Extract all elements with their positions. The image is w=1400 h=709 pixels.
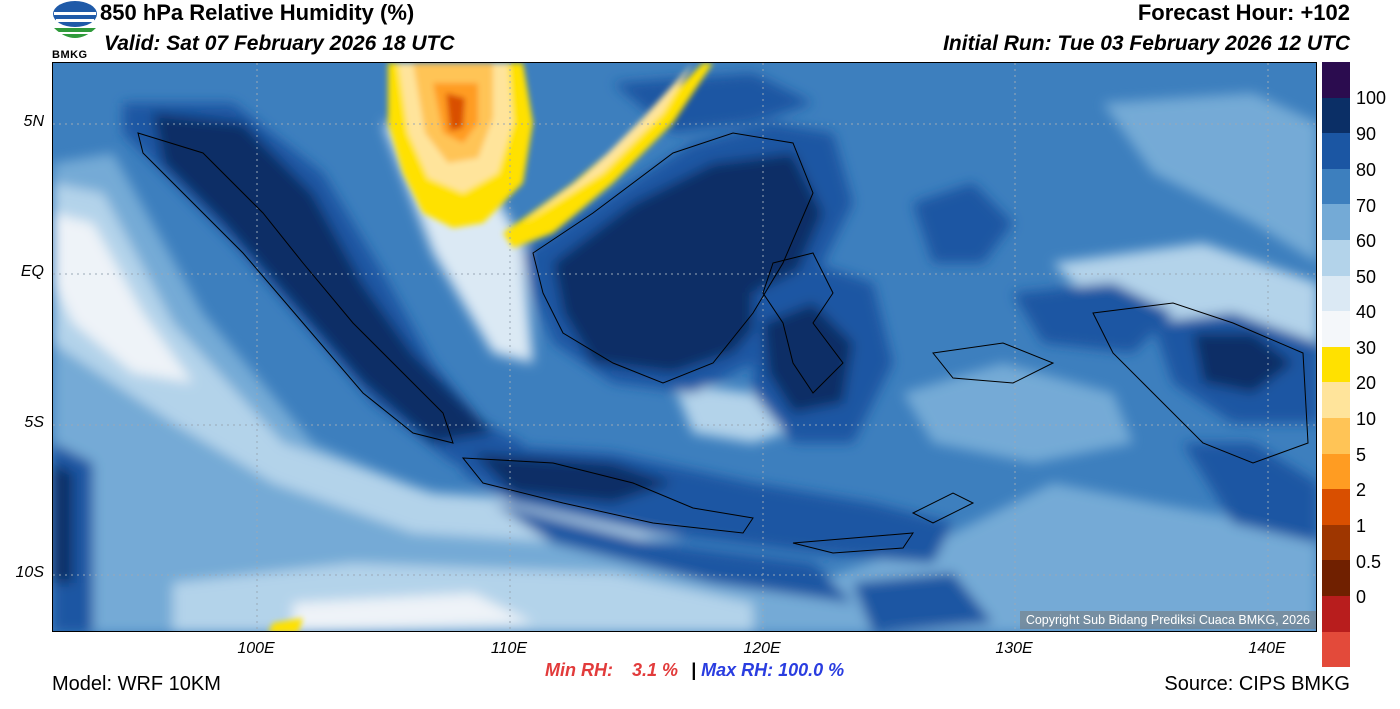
colorbar-segment bbox=[1322, 453, 1350, 490]
initial-run: Initial Run: Tue 03 February 2026 12 UTC bbox=[943, 32, 1350, 55]
colorbar-segment bbox=[1322, 346, 1350, 383]
max-rh-value: 100.0 % bbox=[778, 660, 845, 680]
colorbar-segment bbox=[1322, 97, 1350, 134]
colorbar-segment bbox=[1322, 524, 1350, 561]
lon-label-130e: 130E bbox=[995, 640, 1033, 657]
colorbar-segment bbox=[1322, 560, 1350, 596]
lat-label-10s: 10S bbox=[15, 564, 44, 581]
colorbar-segment bbox=[1322, 595, 1350, 632]
lon-label-140e: 140E bbox=[1248, 640, 1286, 657]
min-rh-value: 3.1 % bbox=[632, 660, 679, 680]
copyright-notice: Copyright Sub Bidang Prediksi Cuaca BMKG… bbox=[1019, 611, 1316, 629]
colorbar-label: 1 bbox=[1356, 516, 1367, 536]
colorbar-segment bbox=[1322, 311, 1350, 347]
colorbar-label: 2 bbox=[1356, 480, 1367, 500]
colorbar-label: 0 bbox=[1356, 587, 1367, 607]
colorbar-label: 40 bbox=[1356, 302, 1377, 322]
colorbar-label: 5 bbox=[1356, 445, 1367, 465]
page-title: 850 hPa Relative Humidity (%) bbox=[100, 0, 415, 25]
max-rh-label: Max RH: bbox=[701, 660, 774, 680]
lat-label-5n: 5N bbox=[23, 113, 44, 130]
colorbar-label: 0.5 bbox=[1356, 552, 1382, 572]
valid-time: Valid: Sat 07 February 2026 18 UTC bbox=[104, 32, 455, 55]
colorbar-segment bbox=[1322, 382, 1350, 418]
colorbar-label: 50 bbox=[1356, 267, 1377, 287]
forecast-hour: Forecast Hour: +102 bbox=[1137, 0, 1350, 25]
colorbar-segment bbox=[1322, 631, 1350, 668]
colorbar-segment bbox=[1322, 417, 1350, 454]
lon-label-120e: 120E bbox=[743, 640, 781, 657]
colorbar-label: 30 bbox=[1356, 338, 1377, 358]
logo-text: BMKG bbox=[52, 49, 88, 61]
colorbar-label: 60 bbox=[1356, 231, 1377, 251]
stats-separator: | bbox=[691, 660, 697, 680]
data-source: Source: CIPS BMKG bbox=[1164, 673, 1350, 695]
lat-label-eq: EQ bbox=[20, 263, 44, 280]
lat-label-5s: 5S bbox=[24, 414, 44, 431]
model-name: Model: WRF 10KM bbox=[52, 673, 221, 695]
lon-label-110e: 110E bbox=[490, 640, 528, 657]
colorbar-label: 90 bbox=[1356, 124, 1377, 144]
humidity-map bbox=[52, 62, 1317, 632]
colorbar-label: 80 bbox=[1356, 160, 1377, 180]
bmkg-logo bbox=[50, 0, 100, 60]
colorbar-segment bbox=[1322, 204, 1350, 240]
map-canvas bbox=[53, 63, 1316, 631]
colorbar bbox=[1322, 62, 1350, 668]
rh-stats: Min RH: 3.1 % | Max RH: 100.0 % bbox=[545, 660, 844, 681]
colorbar-segment bbox=[1322, 275, 1350, 312]
colorbar-segment bbox=[1322, 489, 1350, 525]
min-rh-label: Min RH: bbox=[545, 660, 613, 680]
colorbar-label: 20 bbox=[1356, 373, 1377, 393]
colorbar-label: 100 bbox=[1356, 88, 1387, 108]
colorbar-segment bbox=[1322, 133, 1350, 169]
lon-label-100e: 100E bbox=[237, 640, 275, 657]
colorbar-segment bbox=[1322, 62, 1350, 98]
colorbar-label: 70 bbox=[1356, 196, 1377, 216]
colorbar-segment bbox=[1322, 168, 1350, 205]
colorbar-segment bbox=[1322, 239, 1350, 276]
colorbar-label: 10 bbox=[1356, 409, 1377, 429]
